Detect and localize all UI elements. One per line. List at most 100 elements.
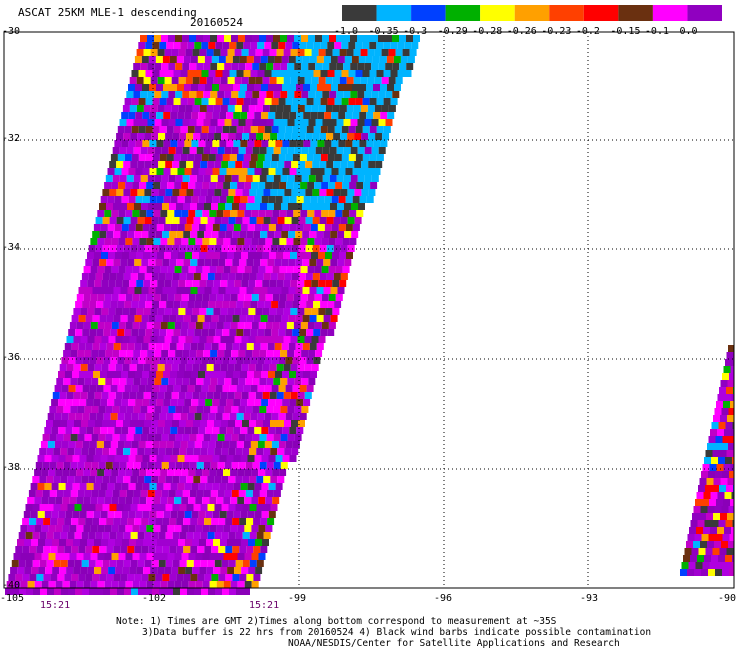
swath-cell — [187, 42, 195, 49]
swath-cell — [277, 448, 285, 455]
swath-cell — [31, 539, 38, 546]
swath-cell — [290, 364, 298, 371]
swath-cell — [106, 259, 114, 266]
swath-cell — [338, 168, 346, 175]
swath-cell — [261, 511, 269, 518]
swath-cell — [148, 518, 156, 525]
swath-cell — [256, 504, 264, 511]
swath-cell — [339, 77, 347, 84]
swath-cell — [166, 588, 173, 595]
swath-cell — [277, 420, 284, 427]
swath-cell — [60, 420, 67, 427]
swath-cell — [149, 427, 157, 434]
swath-cell — [88, 560, 96, 567]
swath-cell — [362, 42, 370, 49]
swath-cell — [201, 70, 209, 77]
swath-cell — [157, 280, 165, 287]
swath-cell — [271, 126, 279, 133]
swath-cell — [245, 378, 253, 385]
swath-cell — [214, 161, 222, 168]
swath-cell — [146, 210, 154, 217]
swath-cell — [132, 182, 140, 189]
swath-cell — [148, 315, 156, 322]
swath-cell — [206, 308, 214, 315]
swath-cell — [249, 560, 257, 567]
swath-cell — [711, 520, 719, 527]
swath-cell — [328, 238, 336, 245]
swath-cell — [378, 63, 386, 70]
swath-cell — [80, 392, 88, 399]
swath-cell — [152, 301, 160, 308]
swath-cell — [180, 357, 188, 364]
swath-cell — [121, 112, 129, 119]
swath-cell — [244, 322, 252, 329]
swath-cell — [207, 273, 215, 280]
swath-cell — [114, 168, 122, 175]
swath-cell — [230, 182, 238, 189]
swath-cell — [101, 308, 109, 315]
swath-cell — [327, 301, 335, 308]
colorbar-tick-label: -0.35 — [368, 26, 399, 37]
swath-cell — [130, 217, 138, 224]
swath-cell — [147, 91, 155, 98]
swath-cell — [62, 469, 70, 476]
swath-cell — [197, 574, 205, 581]
swath-cell — [117, 385, 125, 392]
swath-cell — [149, 196, 157, 203]
swath-cell — [224, 91, 232, 98]
swath-cell — [115, 567, 123, 574]
swath-cell — [210, 119, 218, 126]
swath-cell — [126, 434, 134, 441]
swath-cell — [299, 42, 307, 49]
swath-cell — [297, 392, 305, 399]
swath-cell — [5, 588, 12, 595]
swath-cell — [309, 315, 317, 322]
swath-cell — [317, 196, 325, 203]
swath-cell — [261, 427, 269, 434]
swath-cell — [198, 140, 206, 147]
swath-cell — [357, 147, 365, 154]
swath-cell — [180, 385, 188, 392]
swath-cell — [75, 385, 83, 392]
swath-cell — [298, 245, 306, 252]
swath-cell — [202, 266, 210, 273]
swath-cell — [190, 259, 198, 266]
swath-cell — [194, 126, 202, 133]
swath-cell — [177, 224, 185, 231]
lat-label: -34 — [2, 242, 21, 253]
swath-cell — [253, 546, 261, 553]
swath-cell — [263, 532, 271, 539]
swath-cell — [105, 378, 113, 385]
swath-cell — [151, 476, 159, 483]
swath-cell — [198, 371, 205, 378]
swath-cell — [167, 497, 175, 504]
swath-cell — [312, 217, 320, 224]
swath-cell — [288, 259, 296, 266]
swath-cell — [154, 175, 162, 182]
swath-cell — [234, 567, 242, 574]
swath-cell — [195, 238, 203, 245]
swath-cell — [204, 203, 211, 210]
swath-cell — [226, 371, 233, 378]
swath-cell — [281, 315, 289, 322]
swath-cell — [59, 392, 67, 399]
swath-cell — [721, 541, 728, 548]
swath-cell — [71, 546, 79, 553]
swath-cell — [238, 147, 246, 154]
swath-cell — [221, 273, 229, 280]
swath-cell — [325, 77, 333, 84]
swath-cell — [261, 399, 269, 406]
swath-cell — [338, 196, 346, 203]
swath-cell — [387, 84, 394, 91]
swath-cell — [722, 373, 729, 380]
swath-cell — [154, 406, 162, 413]
swath-cell — [81, 273, 89, 280]
swath-cell — [258, 497, 266, 504]
swath-cell — [150, 539, 157, 546]
swath-cell — [199, 280, 207, 287]
swath-cell — [117, 588, 124, 595]
swath-cell — [381, 77, 389, 84]
swath-cell — [191, 140, 199, 147]
swath-cell — [15, 546, 23, 553]
swath-cell — [328, 322, 336, 329]
